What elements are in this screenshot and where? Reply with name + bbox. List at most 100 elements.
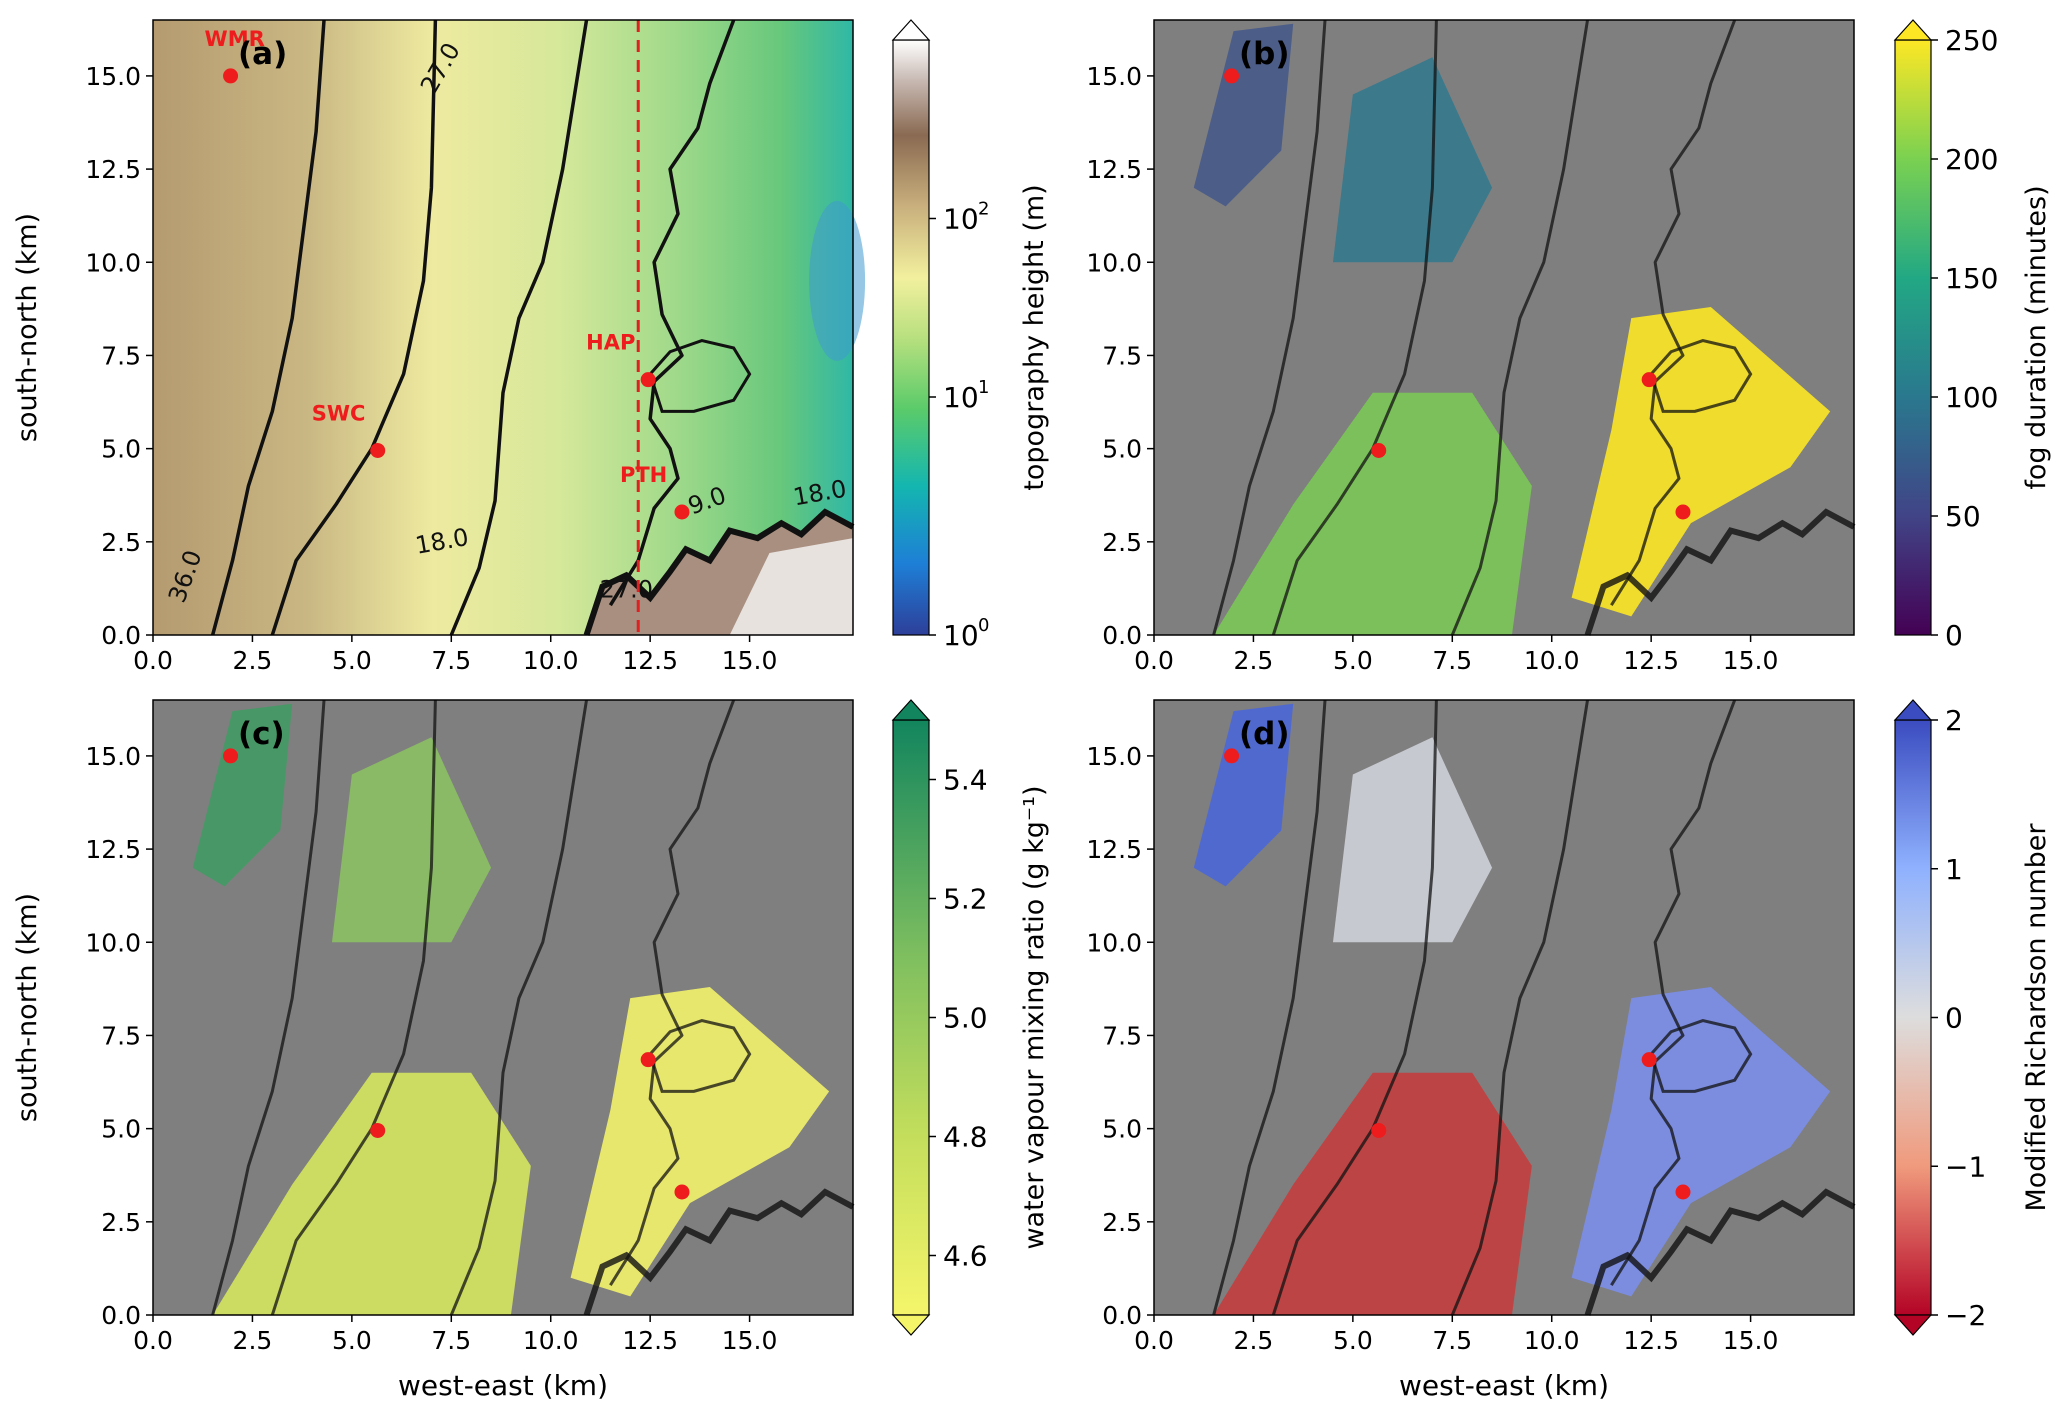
y-tick-label: 12.5 (1086, 835, 1142, 864)
station-marker (1675, 504, 1691, 520)
y-tick-label: 2.5 (101, 1208, 141, 1237)
contour-line (1212, 699, 1327, 1316)
colorbar-extend-top (1893, 699, 1933, 721)
x-tick-label: 2.5 (1234, 1326, 1274, 1355)
plot-frame (1153, 19, 1855, 636)
colorbar-extend-bottom (891, 1314, 931, 1336)
x-tick-label: 5.0 (1333, 1326, 1373, 1355)
x-tick-label: 10.0 (523, 1326, 579, 1355)
colorbar-extend-top (891, 19, 931, 41)
station-marker (223, 748, 239, 764)
colorbar-tick-label: 100 (1945, 381, 1998, 414)
field-patch (570, 987, 830, 1297)
contour-line (1450, 699, 1590, 1316)
x-tick-label: 15.0 (722, 1326, 778, 1355)
y-tick-label: 7.5 (101, 341, 141, 370)
panel-letter: (a) (238, 36, 287, 72)
field-patch (1193, 703, 1294, 887)
colorbar-tick-label: 10 (943, 381, 979, 414)
y-tick-label: 12.5 (85, 835, 141, 864)
x-tick-label: 0.0 (133, 1326, 173, 1355)
colorbar-label: Modified Richardson number (2021, 823, 2052, 1212)
y-tick-label: 0.0 (1102, 1301, 1142, 1330)
contour-line (609, 699, 736, 1286)
station-marker (1224, 748, 1240, 764)
y-tick-label: 5.0 (101, 435, 141, 464)
x-tick-label: 12.5 (1623, 1326, 1679, 1355)
colorbar-tick-exponent: 1 (978, 377, 989, 398)
colorbar: 250 200 150 100 50 0 fog duration (minutes) (1893, 19, 2052, 652)
panel-letter: (d) (1239, 716, 1290, 752)
x-tick-label: 5.0 (1333, 646, 1373, 675)
x-tick-label: 2.5 (233, 1326, 273, 1355)
island-contour (1649, 1018, 1753, 1093)
contour-line (449, 699, 589, 1316)
x-tick-label: 15.0 (722, 646, 778, 675)
field-patch (331, 737, 492, 943)
station-marker (674, 1184, 690, 1200)
colorbar-tick-label: 0 (1945, 619, 1963, 652)
contour-line (1212, 19, 1327, 636)
x-tick-label: 5.0 (332, 1326, 372, 1355)
colorbar-tick-label: 4.8 (943, 1121, 988, 1154)
panel-a: 27.036.018.09.0 18.027.0WMRSWCHAPPTH(a)0.… (12, 19, 1050, 675)
colorbar-label: fog duration (minutes) (2021, 185, 2052, 489)
contour-label: 27.0 (600, 576, 653, 604)
station-marker (370, 443, 386, 458)
contour-line (1610, 19, 1737, 606)
south-coast-contour (1584, 1188, 1856, 1316)
contour-line (270, 699, 437, 1316)
colorbar-tick-exponent: 0 (978, 615, 989, 636)
colorbar-tick-label: 4.6 (943, 1240, 988, 1273)
y-tick-label: 5.0 (1102, 435, 1142, 464)
south-coast-contour (1584, 508, 1856, 636)
x-tick-label: 7.5 (431, 646, 471, 675)
y-tick-label: 0.0 (1102, 621, 1142, 650)
y-tick-label: 2.5 (1102, 528, 1142, 557)
x-tick-label: 15.0 (1723, 1326, 1779, 1355)
y-tick-label: 12.5 (1086, 155, 1142, 184)
colorbar-gradient (1894, 39, 1932, 636)
colorbar: 2 1 0 −1 −2 Modified Richardson number (1893, 699, 2052, 1336)
contour-line (1450, 19, 1590, 636)
colorbar-tick-exponent: 2 (978, 199, 989, 220)
x-tick-label: 10.0 (1524, 646, 1580, 675)
colorbar-extend-bottom (1893, 1314, 1933, 1336)
station-marker (1371, 443, 1387, 458)
x-tick-label: 0.0 (1134, 646, 1174, 675)
x-tick-label: 12.5 (622, 1326, 678, 1355)
contour-line (211, 699, 326, 1316)
station-marker (1224, 68, 1240, 84)
colorbar-tick-label: 0 (1945, 1002, 1963, 1035)
contour-line (449, 19, 589, 636)
y-tick-label: 0.0 (101, 621, 141, 650)
colorbar-tick-label: 10 (943, 619, 979, 652)
x-tick-label: 10.0 (1524, 1326, 1580, 1355)
y-tick-label: 2.5 (1102, 1208, 1142, 1237)
plot-frame (152, 19, 854, 636)
colorbar-tick-label: −2 (1945, 1299, 1986, 1332)
island-contour (1649, 338, 1753, 413)
colorbar-tick-label: 250 (1945, 24, 1998, 57)
colorbar-gradient (1894, 719, 1932, 1316)
y-tick-label: 15.0 (1086, 742, 1142, 771)
colorbar-tick-label: 150 (1945, 262, 1998, 295)
contour-line (210, 19, 326, 636)
panel-d: (d) 0.0 2.5 5.0 7.5 10.0 12.5 15.0 0.0 2.5 5.0 7.5 1… (1086, 699, 2052, 1402)
station-label: SWC (312, 402, 366, 426)
colorbar-tick-label: 5.0 (943, 1002, 988, 1035)
y-tick-label: 15.0 (85, 62, 141, 91)
y-tick-label: 10.0 (1086, 928, 1142, 957)
field-patch (1332, 57, 1493, 263)
panel-c: (c) 0.0 2.5 5.0 7.5 10.0 12.5 15.0 0.0 2.5 5.0 7.5 1… (12, 699, 1050, 1402)
mountain-peak (729, 538, 853, 635)
island-contour (648, 1018, 752, 1093)
colorbar-tick-label: 50 (1945, 500, 1981, 533)
station-marker (674, 504, 690, 520)
colorbar-gradient (892, 719, 930, 1316)
station-label: PTH (620, 463, 667, 487)
y-tick-label: 2.5 (101, 528, 141, 557)
y-tick-label: 10.0 (1086, 248, 1142, 277)
